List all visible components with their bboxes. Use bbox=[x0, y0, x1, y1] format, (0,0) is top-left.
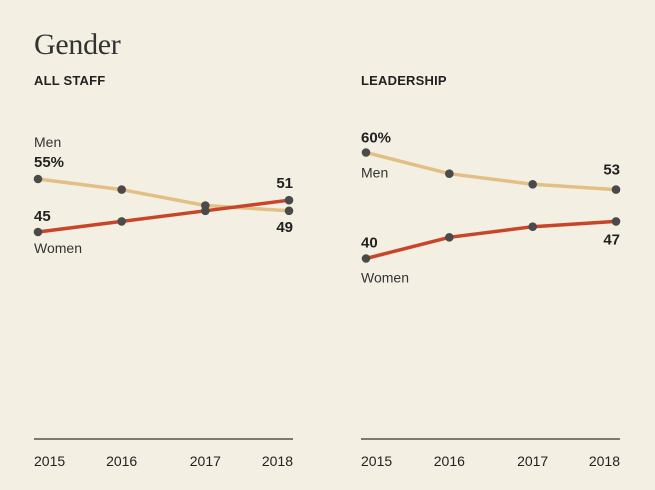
data-point-women bbox=[445, 233, 454, 242]
x-tick-label: 2017 bbox=[190, 453, 221, 469]
x-tick-label: 2017 bbox=[517, 453, 548, 469]
data-point-women bbox=[361, 254, 371, 263]
x-tick-label: 2016 bbox=[434, 453, 465, 469]
data-point-women bbox=[611, 217, 621, 226]
end-value-women: 47 bbox=[603, 231, 620, 248]
series-line-men bbox=[364, 150, 618, 192]
x-tick-label: 2015 bbox=[34, 453, 65, 469]
start-value-women: 40 bbox=[361, 235, 378, 252]
data-point-women bbox=[33, 227, 43, 237]
page-title: Gender bbox=[34, 28, 121, 61]
chart-leadership: 2015 2016 2017 2018 60% Men 40 Women 53 47 bbox=[361, 130, 621, 469]
panel-title-all-staff: ALL STAFF bbox=[34, 73, 106, 88]
panel-title-leadership: LEADERSHIP bbox=[361, 73, 447, 88]
data-point-men bbox=[361, 148, 371, 157]
series-name-men: Men bbox=[361, 165, 388, 181]
start-value-men: 60% bbox=[361, 130, 391, 147]
x-tick-label: 2016 bbox=[106, 453, 137, 469]
data-point-men bbox=[117, 185, 126, 194]
start-value-men: 55% bbox=[34, 154, 64, 171]
series-name-men: Men bbox=[34, 134, 61, 150]
end-value-men: 53 bbox=[603, 162, 620, 179]
x-tick-label: 2015 bbox=[361, 453, 392, 469]
end-value-men: 49 bbox=[276, 219, 293, 236]
data-point-men bbox=[528, 180, 537, 189]
data-point-women bbox=[117, 217, 126, 226]
data-point-men bbox=[284, 206, 294, 216]
data-point-women bbox=[284, 195, 294, 205]
x-tick-label: 2018 bbox=[589, 453, 620, 469]
data-point-men bbox=[33, 174, 43, 184]
series-name-women: Women bbox=[361, 270, 409, 286]
x-tick-label: 2018 bbox=[262, 453, 293, 469]
series-line-women bbox=[364, 219, 618, 261]
chart-all-staff: 2015 2016 2017 2018 Men 55% 45 Women 51 49 bbox=[33, 134, 294, 469]
series-name-women: Women bbox=[34, 240, 82, 256]
data-point-women bbox=[528, 222, 537, 231]
series-line-women bbox=[36, 198, 291, 234]
data-point-men bbox=[611, 185, 621, 194]
series-line-men bbox=[36, 177, 291, 213]
data-point-men bbox=[445, 169, 454, 178]
start-value-women: 45 bbox=[34, 208, 51, 225]
data-point-women bbox=[201, 206, 210, 216]
end-value-women: 51 bbox=[276, 175, 293, 192]
